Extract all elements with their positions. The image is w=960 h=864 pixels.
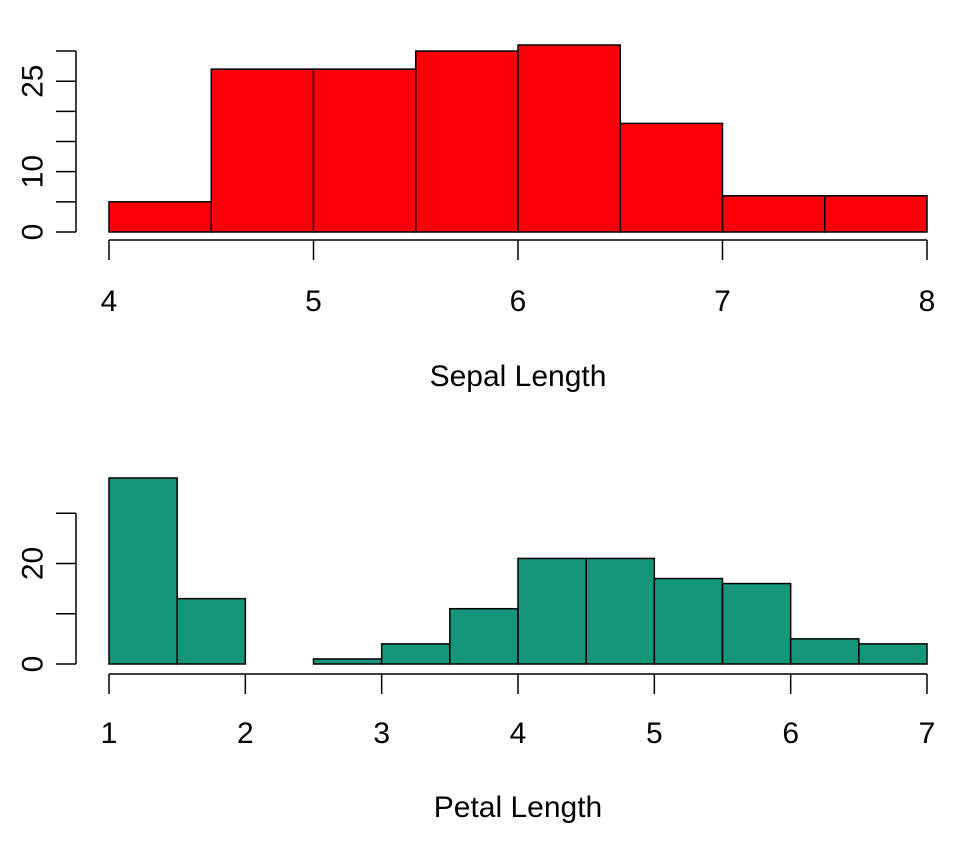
petal-length-y-tick-label: 20 (17, 547, 50, 580)
petal-length-x-tick-label: 7 (919, 717, 936, 750)
sepal-length-x-tick-label: 7 (714, 285, 731, 318)
sepal-length-bar (210, 68, 315, 233)
petal-length-panel: 0 20 1 2 3 4 5 6 7 Petal Length (17, 477, 936, 824)
sepal-length-bar (415, 50, 519, 233)
petal-length-bar (653, 577, 724, 665)
sepal-length-bar (721, 195, 826, 233)
petal-length-x-tick-label: 3 (373, 717, 390, 750)
sepal-length-panel: 0 10 25 4 5 6 7 8 Sepal Length (17, 44, 936, 393)
petal-length-x-tick-label: 2 (237, 717, 254, 750)
sepal-length-bar (108, 201, 212, 233)
sepal-length-y-tick-label: 25 (17, 65, 50, 98)
petal-length-x-tick-label: 1 (101, 717, 118, 750)
sepal-length-x-tick-label: 8 (919, 285, 936, 318)
petal-length-bar (721, 582, 792, 665)
sepal-length-x-axis: 4 5 6 7 8 (101, 239, 936, 318)
petal-length-x-axis: 1 2 3 4 5 6 7 (101, 673, 936, 750)
petal-length-bar (380, 643, 451, 665)
petal-length-bar (176, 597, 247, 665)
petal-length-bar (449, 607, 519, 665)
sepal-length-bar (824, 195, 928, 233)
petal-length-x-tick-label: 4 (510, 717, 527, 750)
petal-length-bars (108, 477, 928, 665)
sepal-length-x-tick-label: 6 (510, 285, 527, 318)
sepal-length-bar (517, 44, 621, 233)
sepal-length-y-axis: 0 10 25 (17, 50, 77, 241)
petal-length-x-axis-label: Petal Length (434, 791, 602, 824)
petal-length-bar (108, 477, 178, 665)
petal-length-bar (517, 557, 587, 665)
sepal-length-y-tick-label: 10 (17, 155, 50, 188)
sepal-length-x-tick-label: 4 (101, 285, 118, 318)
sepal-length-y-tick-label: 0 (17, 224, 50, 241)
petal-length-x-tick-label: 6 (782, 717, 799, 750)
sepal-length-bar (619, 122, 724, 233)
sepal-length-x-tick-label: 5 (305, 285, 322, 318)
sepal-length-bar (312, 68, 417, 233)
petal-length-bar (789, 638, 860, 665)
petal-length-y-tick-label: 0 (17, 656, 50, 673)
petal-length-y-axis: 0 20 (17, 512, 77, 673)
petal-length-bar (312, 658, 383, 665)
sepal-length-bars (108, 44, 928, 233)
petal-length-bar (858, 643, 928, 665)
petal-length-bar (585, 557, 656, 665)
sepal-length-x-axis-label: Sepal Length (430, 360, 607, 393)
petal-length-x-tick-label: 5 (646, 717, 663, 750)
